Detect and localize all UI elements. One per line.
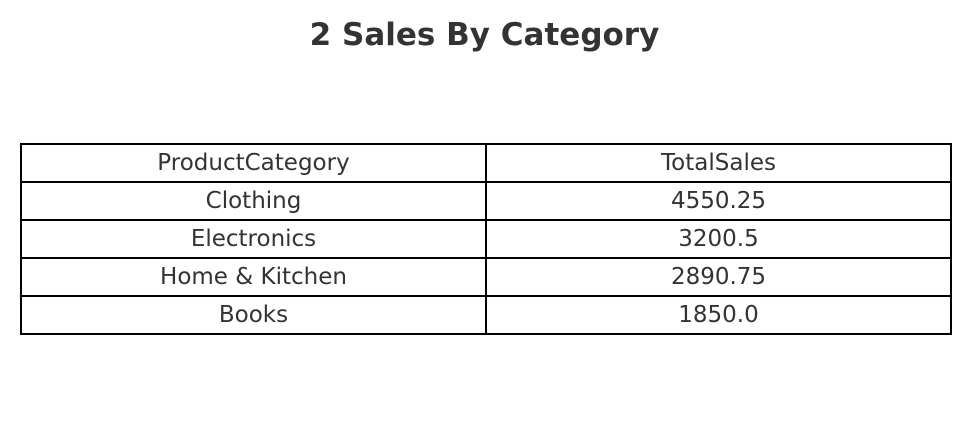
table-header-row: ProductCategory TotalSales (20, 143, 952, 183)
chart-title: 2 Sales By Category (309, 17, 660, 53)
table-cell-total-sales: 3200.5 (485, 219, 952, 259)
sales-table: ProductCategory TotalSales Clothing 4550… (20, 143, 952, 335)
table-row: Electronics 3200.5 (20, 219, 952, 259)
table-cell-total-sales: 2890.75 (485, 257, 952, 297)
column-header: ProductCategory (20, 143, 487, 183)
table-row: Clothing 4550.25 (20, 181, 952, 221)
table-cell-category: Clothing (20, 181, 487, 221)
table-cell-category: Electronics (20, 219, 487, 259)
column-header: TotalSales (485, 143, 952, 183)
table-cell-category: Home & Kitchen (20, 257, 487, 297)
table-cell-category: Books (20, 295, 487, 335)
table-row: Home & Kitchen 2890.75 (20, 257, 952, 297)
table-cell-total-sales: 4550.25 (485, 181, 952, 221)
table-cell-total-sales: 1850.0 (485, 295, 952, 335)
table-row: Books 1850.0 (20, 295, 952, 335)
